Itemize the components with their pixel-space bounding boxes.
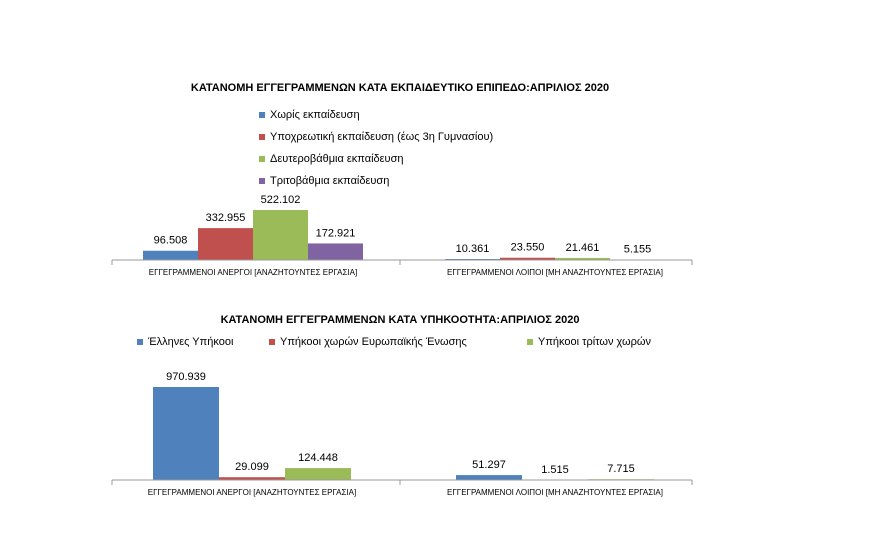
data-label: 1.515 — [541, 464, 569, 476]
legend-swatch — [137, 339, 143, 345]
chart-title: ΚΑΤΑΝΟΜΗ ΕΓΓΕΓΡΑΜΜΕΝΩΝ ΚΑΤΑ ΕΚΠΑΙΔΕΥΤΙΚΟ… — [191, 82, 609, 94]
data-label: 51.297 — [472, 459, 506, 471]
data-label: 23.550 — [511, 242, 545, 254]
data-label: 29.099 — [235, 461, 269, 473]
bar — [143, 250, 198, 260]
bar — [555, 257, 610, 260]
legend-swatch — [259, 134, 265, 140]
data-label: 7.715 — [607, 463, 635, 475]
legend-swatch — [527, 339, 533, 345]
legend-label: Υποχρεωτική εκπαίδευση (έως 3η Γυμνασίου… — [270, 131, 493, 143]
data-label: 172.921 — [316, 227, 356, 239]
data-label: 10.361 — [456, 243, 490, 255]
data-label: 96.508 — [154, 235, 188, 247]
x-tick-label: ΕΓΓΕΓΡΑΜΜΕΝΟΙ ΛΟΙΠΟΙ [ΜΗ ΑΝΑΖΗΤΟΥΝΤΕΣ ΕΡ… — [447, 488, 663, 497]
bar — [198, 228, 253, 260]
legend-swatch — [269, 339, 275, 345]
data-label: 124.448 — [298, 452, 338, 464]
bar — [308, 243, 363, 260]
bar — [285, 468, 351, 480]
bar — [219, 477, 285, 480]
legend-label: Τριτοβάθμια εκπαίδευση — [270, 175, 389, 187]
data-label: 5.155 — [624, 243, 652, 255]
bar — [253, 210, 308, 260]
legend-swatch — [259, 178, 265, 184]
legend-label: Υπήκοοι χωρών Ευρωπαϊκής Ένωσης — [280, 336, 467, 348]
legend-label: Έλληνες Υπήκοοι — [147, 336, 234, 348]
legend-label: Υπήκοοι τρίτων χωρών — [538, 336, 651, 348]
data-label: 332.955 — [206, 212, 246, 224]
bar — [153, 387, 219, 480]
chart-title: ΚΑΤΑΝΟΜΗ ΕΓΓΕΓΡΑΜΜΕΝΩΝ ΚΑΤΑ ΥΠΗΚΟΟΤΗΤΑ:Α… — [221, 314, 580, 326]
x-tick-label: ΕΓΓΕΓΡΑΜΜΕΝΟΙ ΑΝΕΡΓΟΙ [ΑΝΑΖΗΤΟΥΝΤΕΣ ΕΡΓΑ… — [149, 268, 357, 277]
legend-label: Χωρίς εκπαίδευση — [270, 109, 360, 121]
bar — [500, 257, 555, 260]
x-tick-label: ΕΓΓΕΓΡΑΜΜΕΝΟΙ ΑΝΕΡΓΟΙ [ΑΝΑΖΗΤΟΥΝΤΕΣ ΕΡΓΑ… — [148, 488, 356, 497]
data-label: 970.939 — [166, 371, 206, 383]
x-tick-label: ΕΓΓΕΓΡΑΜΜΕΝΟΙ ΛΟΙΠΟΙ [ΜΗ ΑΝΑΖΗΤΟΥΝΤΕΣ ΕΡ… — [447, 268, 663, 277]
legend-label: Δευτεροβάθμια εκπαίδευση — [270, 153, 403, 165]
data-label: 522.102 — [261, 194, 301, 206]
legend-swatch — [259, 112, 265, 118]
data-label: 21.461 — [566, 242, 600, 254]
legend-swatch — [259, 156, 265, 162]
bar — [456, 475, 522, 480]
